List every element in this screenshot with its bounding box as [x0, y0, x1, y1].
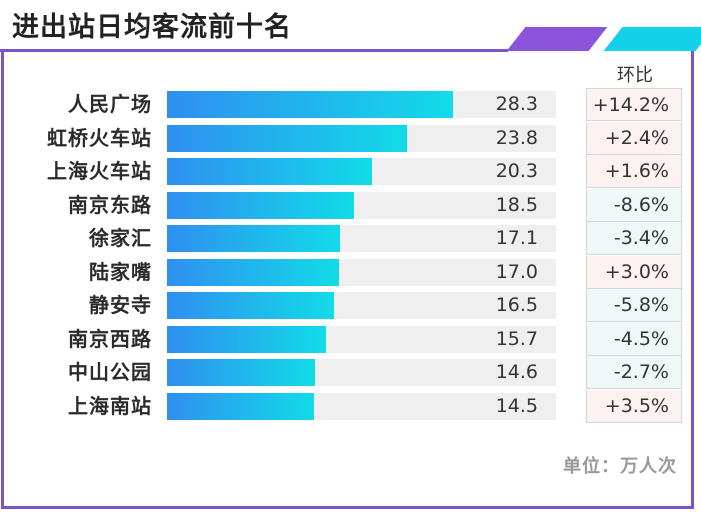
change-cell: -3.4% — [586, 222, 682, 255]
change-cell: -2.7% — [586, 356, 682, 389]
bar-value-label: 28.3 — [495, 93, 538, 115]
bar-value-label: 23.8 — [495, 126, 538, 149]
accent-stripe-cyan — [603, 27, 701, 51]
bar — [167, 191, 354, 219]
page-title: 进出站日均客流前十名 — [12, 12, 292, 43]
change-cell: +3.5% — [586, 389, 682, 423]
category-label: 虹桥火车站 — [47, 125, 152, 150]
category-label: 人民广场 — [68, 92, 152, 116]
bar-track: 23.8 — [167, 124, 556, 152]
category-label: 静安寺 — [89, 293, 152, 317]
category-label: 南京西路 — [68, 326, 152, 351]
bar-value-label: 14.5 — [495, 394, 538, 417]
bar-track: 18.5 — [167, 191, 556, 219]
unit-note: 单位：万人次 — [563, 456, 677, 477]
category-label: 南京东路 — [68, 192, 152, 217]
bar — [167, 225, 340, 252]
bar-value-label: 17.0 — [495, 260, 538, 283]
category-label: 上海南站 — [68, 393, 152, 418]
change-cell: -8.6% — [586, 188, 682, 222]
bar-track: 20.3 — [167, 158, 556, 185]
bar-value-label: 17.1 — [495, 227, 538, 249]
bar — [167, 292, 334, 319]
bar — [167, 325, 326, 353]
bar-track: 17.0 — [167, 258, 556, 286]
category-label: 上海火车站 — [47, 159, 152, 183]
change-cell: -4.5% — [586, 322, 682, 356]
bar-track: 15.7 — [167, 325, 556, 353]
bar-value-label: 20.3 — [495, 160, 538, 182]
change-cell: +2.4% — [586, 121, 682, 155]
category-label: 中山公园 — [68, 360, 152, 384]
bar — [167, 158, 373, 185]
header-rule — [0, 49, 508, 52]
accent-stripe-purple — [506, 27, 608, 51]
change-cell: +14.2% — [586, 88, 682, 121]
bar — [167, 392, 314, 420]
bar-value-label: 14.6 — [495, 361, 538, 383]
bar-track: 16.5 — [167, 292, 556, 319]
change-cell: +1.6% — [586, 155, 682, 188]
change-column-header: 环比 — [617, 65, 653, 86]
bar-track: 17.1 — [167, 225, 556, 252]
bar-value-label: 15.7 — [495, 327, 538, 350]
bar — [167, 258, 339, 286]
chart-frame — [1, 51, 694, 509]
bar-track: 14.6 — [167, 359, 556, 386]
bar — [167, 124, 408, 152]
bar-track: 28.3 — [167, 91, 556, 118]
bar-track: 14.5 — [167, 392, 556, 420]
category-label: 徐家汇 — [89, 226, 152, 250]
bar — [167, 91, 453, 118]
bar — [167, 359, 315, 386]
change-cell: -5.8% — [586, 289, 682, 322]
change-cell: +3.0% — [586, 255, 682, 289]
category-label: 陆家嘴 — [89, 259, 152, 284]
bar-value-label: 16.5 — [495, 294, 538, 316]
bar-value-label: 18.5 — [495, 193, 538, 216]
